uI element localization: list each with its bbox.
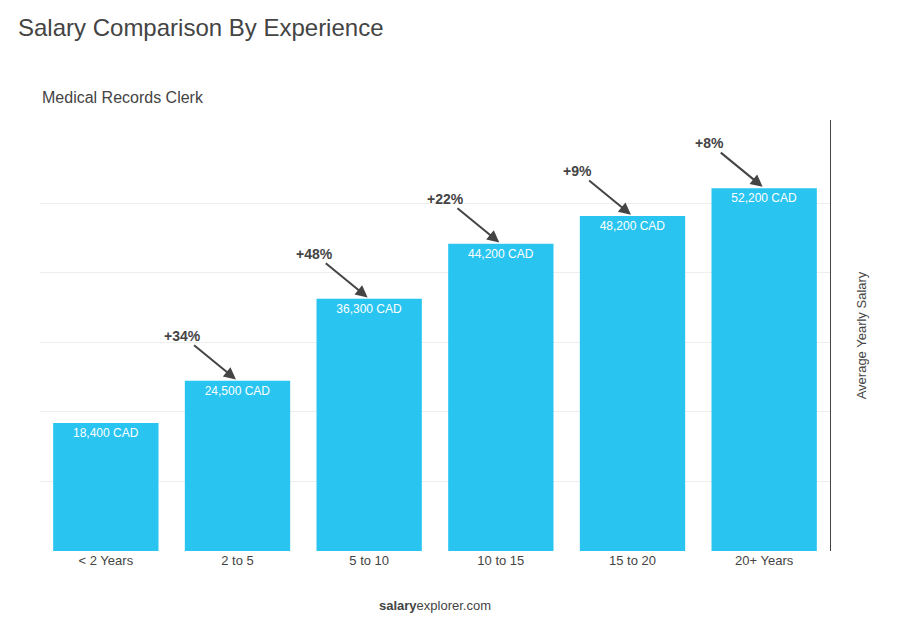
svg-text:18,400 CAD: 18,400 CAD: [73, 426, 139, 440]
svg-text:52,200 CAD: 52,200 CAD: [731, 191, 797, 205]
svg-text:2 to 5: 2 to 5: [221, 553, 254, 568]
svg-text:+8%: +8%: [695, 135, 724, 151]
svg-text:< 2 Years: < 2 Years: [79, 553, 134, 568]
svg-text:salaryexplorer.com: salaryexplorer.com: [379, 598, 491, 613]
svg-text:24,500 CAD: 24,500 CAD: [205, 384, 271, 398]
svg-text:Salary Comparison By Experienc: Salary Comparison By Experience: [18, 14, 384, 41]
svg-text:+34%: +34%: [164, 328, 201, 344]
svg-text:48,200 CAD: 48,200 CAD: [600, 219, 666, 233]
svg-text:Medical Records Clerk: Medical Records Clerk: [42, 89, 204, 106]
svg-text:+22%: +22%: [427, 191, 464, 207]
svg-text:10 to 15: 10 to 15: [477, 553, 524, 568]
svg-text:+48%: +48%: [296, 246, 333, 262]
svg-text:5 to 10: 5 to 10: [349, 553, 389, 568]
svg-text:+9%: +9%: [563, 163, 592, 179]
svg-text:20+ Years: 20+ Years: [735, 553, 794, 568]
svg-text:36,300 CAD: 36,300 CAD: [336, 302, 402, 316]
svg-text:44,200 CAD: 44,200 CAD: [468, 247, 534, 261]
svg-text:15 to 20: 15 to 20: [609, 553, 656, 568]
svg-text:Average Yearly Salary: Average Yearly Salary: [854, 271, 869, 399]
